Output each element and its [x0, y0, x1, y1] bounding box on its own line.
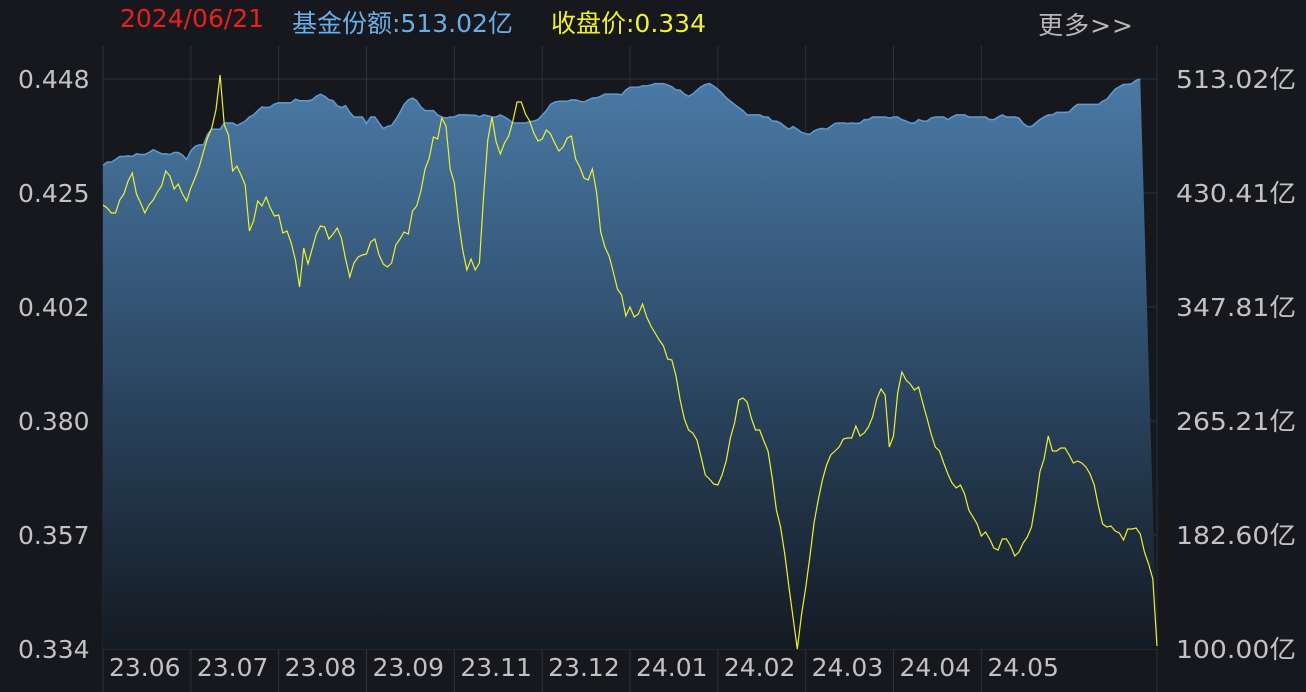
x-axis-tick-label: 24.04 [900, 653, 972, 682]
x-axis-tick-label: 24.02 [724, 653, 796, 682]
right-axis-tick-label: 513.02亿 [1176, 65, 1296, 94]
fund-share-line [102, 78, 1141, 167]
right-axis-tick-label: 430.41亿 [1176, 179, 1296, 208]
right-axis-tick-label: 265.21亿 [1176, 407, 1296, 436]
left-axis-tick-label: 0.448 [18, 65, 90, 94]
close-price-readout: 收盘价:0.334 [551, 9, 706, 38]
close-price-series [102, 74, 1158, 650]
fund-share-area [103, 79, 1157, 649]
left-axis-tick-label: 0.402 [18, 293, 90, 322]
fund-share-readout: 基金份额:513.02亿 [292, 9, 513, 38]
x-axis-tick-label: 24.01 [636, 653, 708, 682]
x-axis-tick-label: 23.09 [373, 653, 445, 682]
x-axis-tick-label: 24.05 [987, 653, 1059, 682]
right-axis-tick-label: 347.81亿 [1176, 293, 1296, 322]
left-axis-tick-label: 0.334 [18, 635, 90, 664]
x-axis-tick-label: 23.08 [285, 653, 357, 682]
left-axis: 0.448 0.425 0.402 0.380 0.357 0.334 [18, 65, 90, 664]
x-axis-tick-label: 23.12 [548, 653, 620, 682]
more-link[interactable]: 更多>> [1038, 11, 1134, 40]
x-axis-tick-label: 23.06 [109, 653, 181, 682]
x-axis-tick-label: 23.07 [197, 653, 269, 682]
right-axis-tick-label: 100.00亿 [1176, 635, 1296, 664]
selected-date: 2024/06/21 [120, 4, 265, 33]
x-axis-tick-label: 23.11 [460, 653, 532, 682]
chart-header: 2024/06/21 基金份额:513.02亿 收盘价:0.334 更多>> [0, 0, 1306, 44]
left-axis-tick-label: 0.380 [18, 407, 90, 436]
fund-share-series [102, 78, 1157, 649]
right-axis: 513.02亿 430.41亿 347.81亿 265.21亿 182.60亿 100.0… [1176, 65, 1296, 664]
left-axis-tick-label: 0.425 [18, 179, 90, 208]
left-axis-tick-label: 0.357 [18, 521, 90, 550]
x-axis: 23.06 23.07 23.08 23.09 23.11 23.12 24.01 24.02… [109, 653, 1059, 682]
right-axis-tick-label: 182.60亿 [1176, 521, 1296, 550]
x-axis-tick-label: 24.03 [812, 653, 884, 682]
close-price-line [102, 74, 1158, 650]
